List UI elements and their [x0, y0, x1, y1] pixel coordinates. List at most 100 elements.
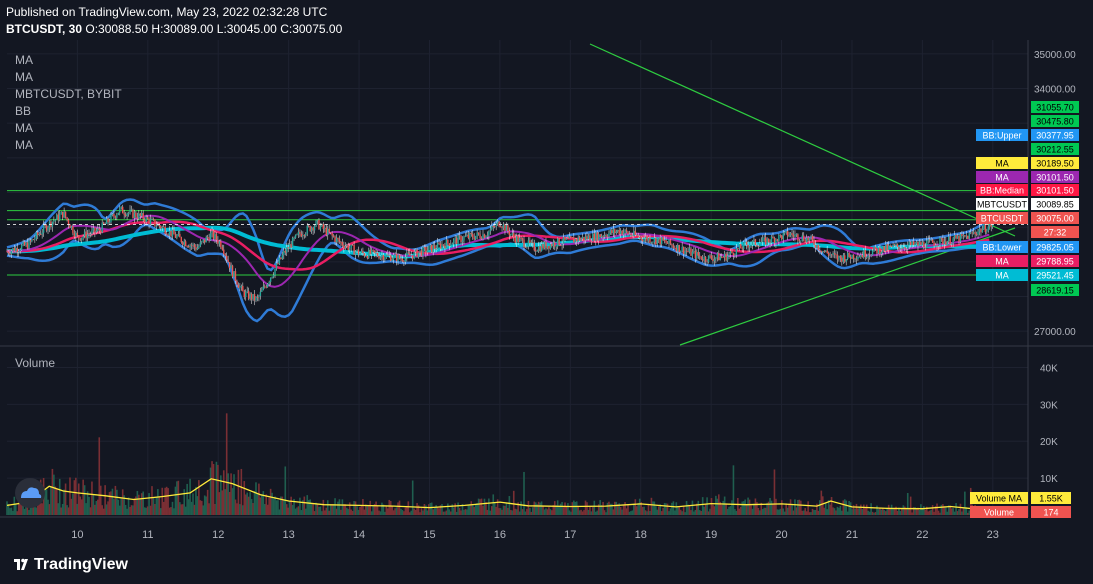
tradingview-logo[interactable]: TradingView: [14, 556, 128, 574]
trendline-upper: [589, 43, 1016, 237]
volume-bar: [964, 491, 966, 515]
candle-body: [373, 250, 376, 253]
volume-bar: [612, 509, 615, 515]
candle-body: [805, 237, 808, 243]
candle-body: [606, 236, 609, 238]
candle-body: [469, 233, 471, 239]
volume-bar: [299, 497, 301, 515]
candle-body: [249, 293, 251, 299]
candle-body: [800, 240, 802, 242]
volume-bar: [36, 500, 39, 515]
candle-body: [98, 228, 100, 231]
candle-body: [775, 239, 777, 244]
candle-body: [596, 232, 598, 241]
candle-body: [513, 233, 515, 238]
candle-body: [909, 242, 912, 246]
candle-body: [870, 255, 872, 257]
volume-bar: [928, 510, 931, 515]
volume-bar: [649, 510, 651, 515]
price-label-value: 30475.80: [1036, 117, 1074, 127]
legend-ma-1[interactable]: MA: [15, 53, 33, 67]
volume-bar: [388, 499, 391, 515]
legend-ma-3[interactable]: MA: [15, 121, 33, 135]
candle-body: [123, 213, 125, 215]
candle-body: [581, 236, 584, 239]
candle-body: [660, 237, 663, 245]
volume-bar: [918, 509, 921, 515]
volume-bar: [884, 511, 887, 515]
volume-bar: [671, 502, 673, 515]
volume-bar: [455, 511, 458, 515]
x-tick-label: 22: [916, 529, 928, 541]
volume-bar: [537, 501, 540, 515]
volume-bar: [641, 506, 644, 515]
candle-body: [451, 243, 453, 245]
candle-body: [502, 224, 505, 228]
candle-body: [340, 241, 342, 243]
price-label-value-bg: [1031, 255, 1079, 267]
volume-bar: [20, 499, 23, 515]
price-label-value: 30189.50: [1036, 159, 1074, 169]
price-label-name: MBTCUSDT: [977, 200, 1027, 210]
candle-body: [943, 241, 946, 245]
candle-body: [158, 224, 161, 227]
volume-bar: [139, 498, 142, 515]
candle-body: [82, 236, 84, 238]
legend-compare-symbol[interactable]: MBTCUSDT, BYBIT: [15, 87, 122, 101]
candle-body: [521, 238, 524, 240]
legend-ma-4[interactable]: MA: [15, 138, 33, 152]
candle-body: [422, 246, 424, 256]
volume-bar: [287, 507, 290, 515]
candle-body: [489, 229, 492, 232]
volume-bar: [880, 509, 883, 515]
candle-body: [814, 244, 817, 248]
volume-bar: [791, 503, 793, 515]
volume-bar: [685, 500, 688, 515]
candle-body: [675, 248, 678, 252]
volume-bar: [703, 506, 705, 515]
legend-bb[interactable]: BB: [15, 104, 32, 118]
candle-body: [458, 235, 461, 237]
volume-bar: [751, 508, 754, 515]
candle-body: [480, 237, 483, 240]
candle-body: [959, 234, 962, 242]
published-caption: Published on TradingView.com, May 23, 20…: [6, 5, 328, 19]
candle-body: [680, 250, 682, 253]
volume-bar: [603, 510, 606, 515]
volume-bar: [428, 504, 430, 515]
candle-body: [942, 238, 944, 245]
volume-bar: [41, 503, 43, 515]
volume-bar: [548, 507, 550, 515]
candle-body: [382, 255, 385, 260]
candle-body: [813, 239, 815, 245]
volume-bar: [804, 508, 807, 515]
candle-body: [180, 237, 182, 243]
volume-bar: [285, 504, 288, 515]
candle-body: [887, 245, 890, 250]
candle-body: [764, 237, 767, 245]
candle-body: [740, 244, 742, 249]
volume-bar: [643, 506, 645, 515]
volume-bar: [779, 508, 782, 515]
candle-body: [898, 246, 900, 250]
legend-ma-2[interactable]: MA: [15, 70, 33, 84]
volume-legend[interactable]: Volume: [15, 356, 56, 370]
volume-bar: [851, 509, 853, 515]
price-label: 30212.55: [1031, 143, 1079, 155]
candle-body: [177, 233, 180, 236]
price-label: 31055.70: [1031, 101, 1079, 113]
candle-body: [463, 236, 465, 241]
candle-body: [359, 253, 361, 255]
candle-body: [751, 240, 754, 245]
candle-body: [770, 236, 773, 243]
candle-body: [287, 247, 289, 249]
volume-bar: [712, 504, 714, 515]
snapshot-cloud-icon[interactable]: [15, 478, 45, 508]
candle-body: [28, 240, 30, 249]
candle-body: [855, 258, 858, 260]
candle-body: [617, 230, 619, 232]
candle-body: [501, 226, 503, 228]
volume-bar: [25, 504, 27, 515]
candle-body: [127, 212, 130, 214]
